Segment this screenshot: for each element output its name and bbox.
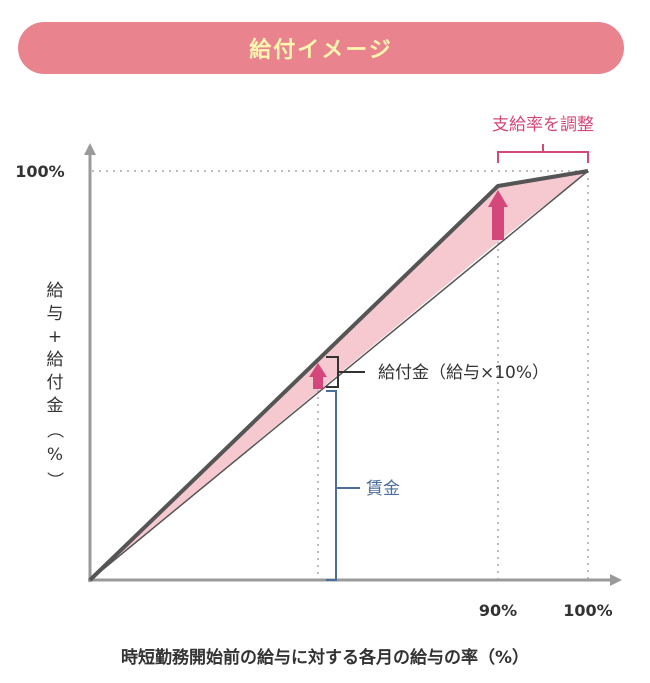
- y-axis-label-char: （: [44, 422, 64, 439]
- wage-label: 賃金: [366, 479, 400, 499]
- y-tick-100: 100%: [15, 162, 64, 181]
- wage-plus-benefit-line: [88, 169, 589, 582]
- y-axis-label-char: 金: [47, 396, 64, 416]
- x-axis-arrowhead: [610, 574, 622, 586]
- y-axis-label-char: 給: [47, 350, 64, 370]
- y-axis-label-char: +: [48, 327, 62, 347]
- y-axis-label-char: 与: [47, 304, 64, 324]
- header-banner: 給付イメージ: [18, 22, 624, 74]
- y-axis-arrowhead: [84, 143, 96, 155]
- header-title: 給付イメージ: [249, 38, 393, 63]
- arrow-up-icon: [488, 190, 508, 240]
- x-axis-label: 時短勤務開始前の給与に対する各月の給与の率（%）: [121, 647, 529, 668]
- adjust-label: 支給率を調整: [492, 115, 594, 135]
- y-axis-label-char: 給: [47, 281, 64, 301]
- y-axis-label: 給 与 + 給 付 金 （ % ）: [44, 281, 64, 489]
- arrow-up-icon: [309, 363, 327, 389]
- adjust-bracket: [497, 144, 589, 163]
- benefit-bracket: [326, 356, 365, 388]
- x-tick-100: 100%: [563, 601, 612, 620]
- benefit-label: 給付金（給与×10%）: [378, 363, 549, 383]
- y-axis-label-char: %: [47, 445, 63, 465]
- x-tick-90: 90%: [479, 601, 517, 620]
- y-axis-label-char: ）: [44, 472, 64, 489]
- wage-bracket: [326, 390, 360, 581]
- y-axis-label-char: 付: [47, 373, 64, 393]
